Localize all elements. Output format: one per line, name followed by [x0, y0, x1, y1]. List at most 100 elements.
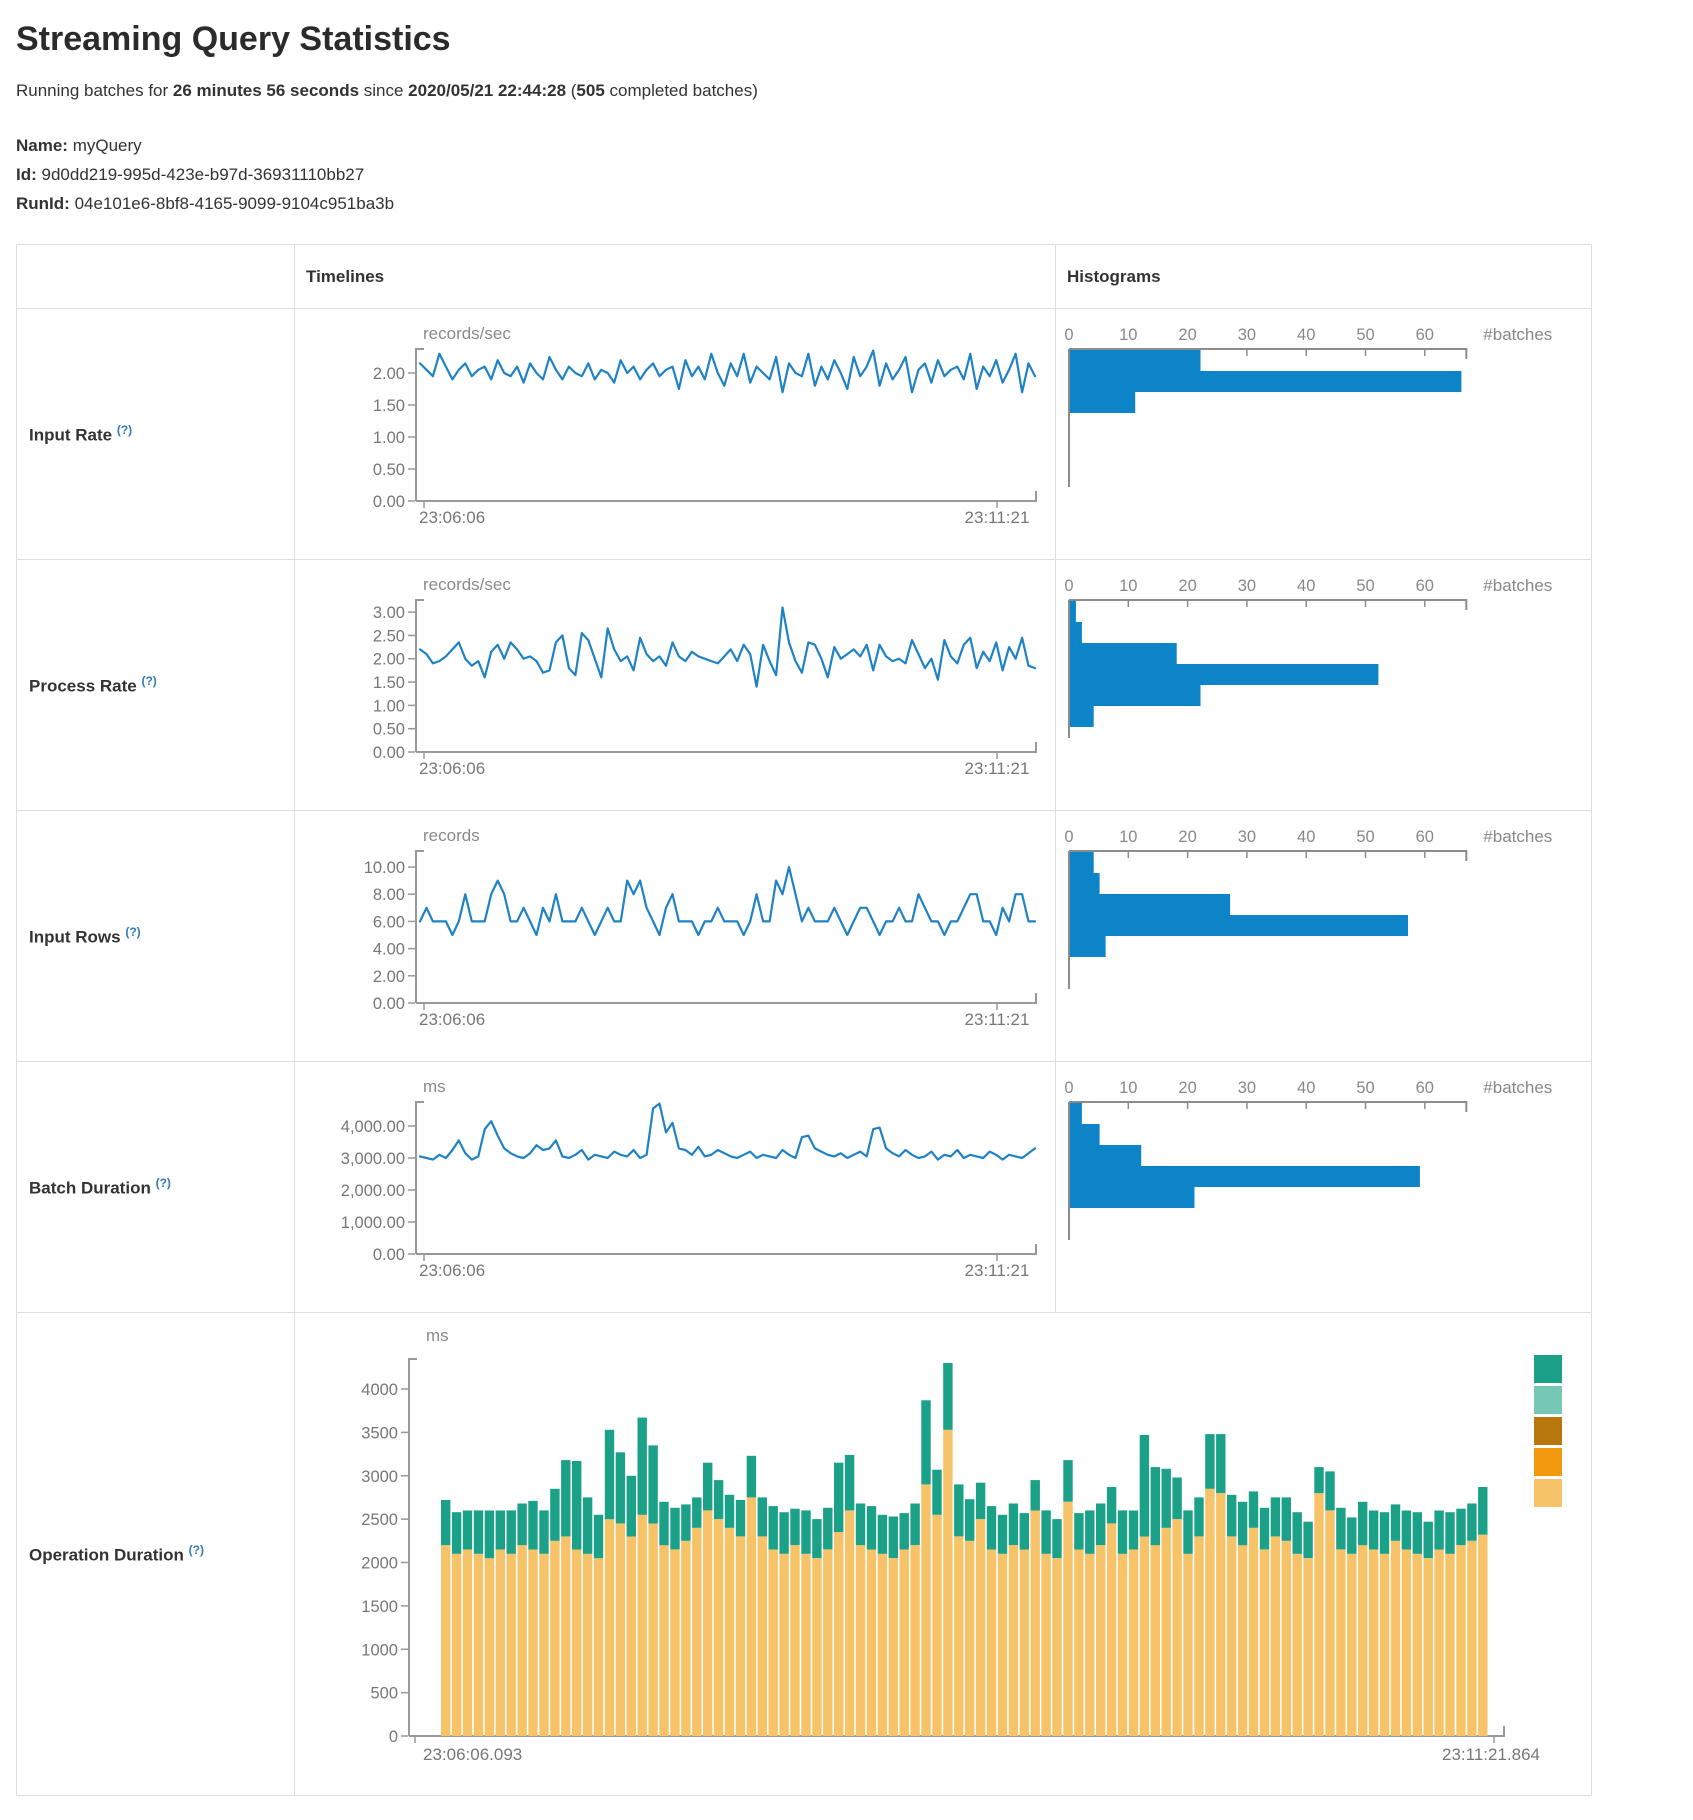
- legend-swatch[interactable]: [1534, 1479, 1562, 1507]
- stacked-bar-top: [1074, 1513, 1084, 1550]
- histogram-x-tick-label: 60: [1416, 1079, 1434, 1097]
- histogram-x-tick-label: 40: [1297, 1079, 1315, 1097]
- table-row: Input Rate (?) records/sec 2.00 1.50 1.00 0.…: [16, 308, 1592, 560]
- legend-swatch[interactable]: [1534, 1417, 1562, 1445]
- stacked-bar-top: [1270, 1497, 1281, 1537]
- stacked-bar-bottom: [1303, 1558, 1313, 1736]
- stacked-bar-bottom: [1008, 1545, 1019, 1736]
- batches-axis-label: #batches: [1483, 1078, 1552, 1097]
- y-tick-label: 3000: [361, 1468, 398, 1486]
- y-tick-label: 0.00: [373, 1246, 405, 1264]
- process-rate-histogram-chart[interactable]: 0 10 20 30 40 50 60 #batches: [1056, 560, 1592, 810]
- stacked-bar-bottom: [441, 1545, 451, 1736]
- stacked-bar-bottom: [615, 1523, 626, 1736]
- stacked-bar-bottom: [1074, 1549, 1084, 1736]
- stacked-bar-bottom: [1445, 1553, 1455, 1736]
- x-tick-label-start: 23:06:06: [419, 759, 485, 778]
- axes: 0 10 20 30 40 50 60 #batches: [1064, 576, 1552, 738]
- stacked-bar-top: [888, 1516, 898, 1559]
- legend[interactable]: [1534, 1355, 1562, 1507]
- stacked-bar-top: [812, 1519, 822, 1559]
- histogram-bar: [1070, 1187, 1195, 1208]
- stacked-bar-top: [899, 1513, 909, 1550]
- stacked-bar-bottom: [550, 1540, 560, 1736]
- stacked-bar-top: [692, 1497, 702, 1528]
- input-rows-histogram-chart[interactable]: 0 10 20 30 40 50 60 #batches: [1056, 811, 1592, 1061]
- histogram-x-tick-label: 60: [1416, 326, 1434, 344]
- histogram-bar: [1070, 622, 1082, 643]
- y-tick-label: 2.50: [373, 627, 405, 645]
- legend-swatch[interactable]: [1534, 1355, 1562, 1383]
- axes: 0 10 20 30 40 50 60 #batches: [1064, 325, 1552, 487]
- stacked-bar-bottom: [681, 1540, 691, 1736]
- stacked-bar-top: [626, 1475, 636, 1537]
- query-runid-value: 04e101e6-8bf8-4165-9099-9104c951ba3b: [74, 194, 395, 213]
- input-rate-histogram-chart[interactable]: 0 10 20 30 40 50 60 #batches: [1056, 309, 1592, 559]
- legend-swatch[interactable]: [1534, 1386, 1562, 1414]
- summary-paren: (: [566, 81, 577, 100]
- x-tick-label-start: 23:06:06: [419, 1010, 485, 1029]
- stacked-bar-bottom: [1030, 1510, 1040, 1736]
- stacked-bar-bottom: [637, 1514, 647, 1736]
- batch-duration-histogram-chart[interactable]: 0 10 20 30 40 50 60 #batches: [1056, 1062, 1592, 1312]
- stacked-bar-bottom: [648, 1523, 658, 1736]
- stacked-bar-top: [855, 1503, 866, 1546]
- stacked-bar-top: [834, 1462, 844, 1533]
- stacked-bar-top: [1412, 1512, 1422, 1554]
- y-tick-label: 3,000.00: [341, 1150, 405, 1168]
- y-axis-unit-label: records/sec: [423, 324, 511, 343]
- histogram-bar: [1070, 873, 1100, 894]
- query-runid-label: RunId:: [16, 194, 70, 213]
- process-rate-timeline-chart[interactable]: records/sec 3.00 2.50 2.00 1.50 1.00 0.50 0.00 2…: [295, 560, 1056, 810]
- help-icon[interactable]: (?): [116, 422, 133, 437]
- x-tick-label-end: 23:11:21: [965, 1261, 1030, 1280]
- summary-prefix: Running batches for: [16, 81, 173, 100]
- y-tick-label: 3.00: [373, 604, 405, 622]
- histogram-x-tick-label: 0: [1064, 828, 1073, 846]
- stacked-bar-top: [975, 1482, 986, 1520]
- help-icon[interactable]: (?): [155, 1175, 171, 1190]
- stacked-bar-top: [1303, 1521, 1313, 1559]
- y-tick-label: 10.00: [364, 859, 405, 877]
- x-tick-label-end: 23:11:21: [965, 1010, 1030, 1029]
- stacked-bar-top: [681, 1504, 691, 1541]
- stacked-bar-bottom: [1205, 1488, 1215, 1736]
- stacked-bar-top: [1216, 1434, 1226, 1494]
- help-icon[interactable]: (?): [141, 673, 157, 688]
- stacked-bar-bottom: [768, 1549, 778, 1736]
- histogram-bar: [1070, 371, 1462, 392]
- help-icon[interactable]: (?): [125, 924, 141, 939]
- y-tick-label: 1.00: [373, 697, 405, 715]
- stacked-bar-top: [495, 1510, 505, 1550]
- query-name-label: Name:: [16, 136, 68, 155]
- stacked-bar-top: [1161, 1468, 1171, 1528]
- histogram-x-tick-label: 0: [1064, 577, 1073, 595]
- batch-duration-timeline-chart[interactable]: ms 4,000.00 3,000.00 2,000.00 1,000.00 0.00 23…: [295, 1062, 1056, 1312]
- stacked-bar-top: [528, 1500, 538, 1550]
- stacked-bar-bottom: [670, 1549, 680, 1736]
- legend-swatch[interactable]: [1534, 1448, 1562, 1476]
- operation-duration-chart[interactable]: ms 4000 3500 3000 2500 2000 1500 1000 500 0 23:06:…: [295, 1313, 1592, 1795]
- stacked-bar-top: [768, 1506, 778, 1550]
- stacked-bar-bottom: [539, 1553, 549, 1736]
- stacked-bar-bottom: [1412, 1553, 1422, 1736]
- stacked-bar-bottom: [1456, 1545, 1466, 1736]
- help-icon[interactable]: (?): [188, 1542, 204, 1557]
- stacked-bar-top: [965, 1499, 975, 1541]
- histogram-x-tick-label: 30: [1238, 1079, 1256, 1097]
- statistics-table: Timelines Histograms Input Rate (?) reco…: [16, 244, 1592, 1796]
- histogram-x-tick-label: 50: [1356, 577, 1374, 595]
- metric-label-operation-duration: Operation Duration (?): [29, 1542, 204, 1565]
- stacked-bar-top: [1434, 1510, 1444, 1550]
- stacked-bar-top: [451, 1512, 462, 1554]
- input-rows-timeline-chart[interactable]: records 10.00 8.00 6.00 4.00 2.00 0.00 23:06:06…: [295, 811, 1056, 1061]
- histogram-bar: [1070, 1124, 1100, 1145]
- histogram-x-tick-label: 10: [1119, 828, 1137, 846]
- stacked-bar-bottom: [1063, 1501, 1073, 1736]
- y-tick-label: 1500: [361, 1598, 398, 1616]
- axes: 2.00 1.50 1.00 0.50 0.00 23:06:06 23:11:21: [373, 348, 1037, 527]
- stacked-bar-bottom: [1194, 1536, 1204, 1736]
- stacked-bar-top: [582, 1497, 593, 1554]
- stacked-bar-top: [572, 1461, 582, 1550]
